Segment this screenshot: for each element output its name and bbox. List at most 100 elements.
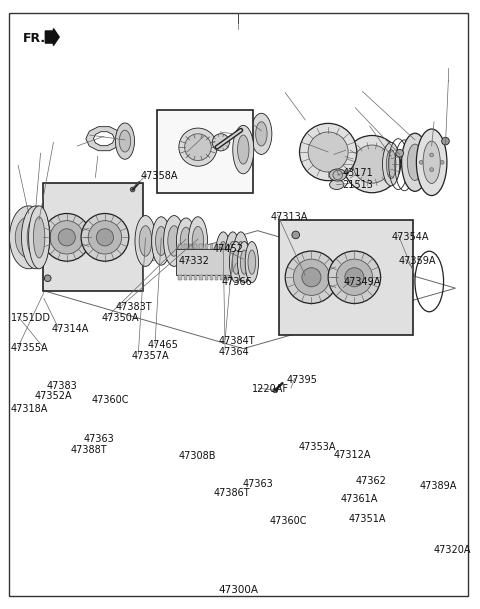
Text: 47353A: 47353A (298, 442, 336, 452)
Text: 47363: 47363 (242, 479, 273, 488)
Ellipse shape (177, 218, 195, 264)
Text: 1220AF: 1220AF (252, 384, 289, 394)
Ellipse shape (329, 169, 346, 181)
Text: 47352A: 47352A (35, 392, 72, 401)
Bar (199, 244, 203, 249)
Ellipse shape (164, 216, 185, 266)
Ellipse shape (15, 217, 42, 258)
Circle shape (212, 134, 229, 151)
Circle shape (292, 231, 300, 239)
Ellipse shape (168, 226, 180, 256)
Polygon shape (45, 29, 59, 46)
Text: 47313A: 47313A (271, 213, 308, 222)
Ellipse shape (402, 133, 428, 191)
Ellipse shape (330, 180, 344, 189)
Ellipse shape (240, 250, 248, 274)
Circle shape (179, 128, 217, 166)
Ellipse shape (232, 250, 240, 274)
Text: 47350A: 47350A (101, 313, 139, 323)
Bar (194, 244, 197, 249)
Circle shape (96, 229, 113, 246)
Bar (210, 244, 213, 249)
Text: 47332: 47332 (179, 256, 210, 266)
Circle shape (353, 145, 391, 183)
Bar (226, 244, 229, 249)
Text: 47383: 47383 (47, 381, 77, 391)
Text: 47358A: 47358A (141, 171, 178, 181)
Text: 47388T: 47388T (71, 445, 107, 455)
Text: 47318A: 47318A (11, 404, 48, 414)
Text: 47320A: 47320A (434, 544, 471, 555)
Ellipse shape (219, 242, 228, 268)
Text: 1751DD: 1751DD (11, 313, 50, 323)
Circle shape (43, 214, 91, 261)
Ellipse shape (383, 143, 400, 186)
Text: FR.: FR. (23, 32, 46, 44)
Text: 47354A: 47354A (391, 231, 429, 242)
Text: 47465: 47465 (148, 340, 179, 350)
Text: 47360C: 47360C (269, 516, 307, 526)
Bar (179, 275, 182, 280)
Bar (194, 275, 197, 280)
Circle shape (328, 251, 381, 303)
Circle shape (308, 132, 348, 172)
Bar (157, 110, 253, 193)
Text: 47357A: 47357A (131, 351, 169, 361)
Circle shape (300, 124, 357, 181)
Text: 47362: 47362 (355, 476, 386, 486)
Circle shape (58, 229, 75, 246)
Text: 47314A: 47314A (51, 324, 89, 334)
Circle shape (185, 134, 211, 161)
Ellipse shape (189, 217, 207, 265)
Ellipse shape (256, 122, 267, 146)
Ellipse shape (156, 227, 167, 256)
Circle shape (333, 171, 342, 180)
Ellipse shape (228, 242, 237, 268)
Ellipse shape (135, 216, 156, 266)
Ellipse shape (152, 217, 171, 265)
Bar (215, 244, 218, 249)
Text: 47312A: 47312A (334, 449, 372, 460)
Bar (189, 275, 192, 280)
Ellipse shape (29, 206, 49, 269)
Circle shape (273, 388, 277, 393)
Ellipse shape (408, 144, 422, 180)
Ellipse shape (416, 129, 447, 195)
Text: 21513: 21513 (342, 180, 373, 189)
Ellipse shape (225, 232, 240, 278)
Text: 47386T: 47386T (214, 488, 250, 498)
Ellipse shape (245, 242, 259, 283)
Text: 47364: 47364 (218, 347, 249, 357)
Ellipse shape (22, 206, 50, 269)
Text: 47359A: 47359A (398, 256, 436, 266)
Bar (210, 275, 213, 280)
Circle shape (285, 251, 338, 303)
Ellipse shape (238, 242, 251, 283)
Text: 43171: 43171 (342, 167, 373, 178)
Text: 47366: 47366 (222, 276, 252, 286)
Ellipse shape (192, 227, 204, 256)
Circle shape (88, 220, 121, 254)
Bar (43, 183, 143, 291)
Circle shape (336, 259, 372, 295)
Text: 47351A: 47351A (348, 515, 386, 524)
Bar (204, 275, 208, 280)
Bar (279, 220, 413, 335)
Ellipse shape (233, 125, 254, 174)
Ellipse shape (229, 242, 243, 283)
Text: 47360C: 47360C (92, 395, 129, 405)
Text: 47395: 47395 (286, 375, 317, 384)
Bar (177, 249, 234, 275)
Ellipse shape (238, 135, 249, 164)
Bar (189, 244, 192, 249)
Ellipse shape (119, 130, 131, 152)
Circle shape (345, 268, 364, 287)
Circle shape (440, 160, 444, 164)
Text: 47300A: 47300A (218, 585, 259, 595)
Ellipse shape (27, 217, 44, 258)
Text: 47308B: 47308B (179, 451, 216, 461)
Circle shape (293, 259, 330, 295)
Ellipse shape (180, 227, 192, 255)
Ellipse shape (139, 226, 152, 256)
Ellipse shape (216, 232, 231, 278)
